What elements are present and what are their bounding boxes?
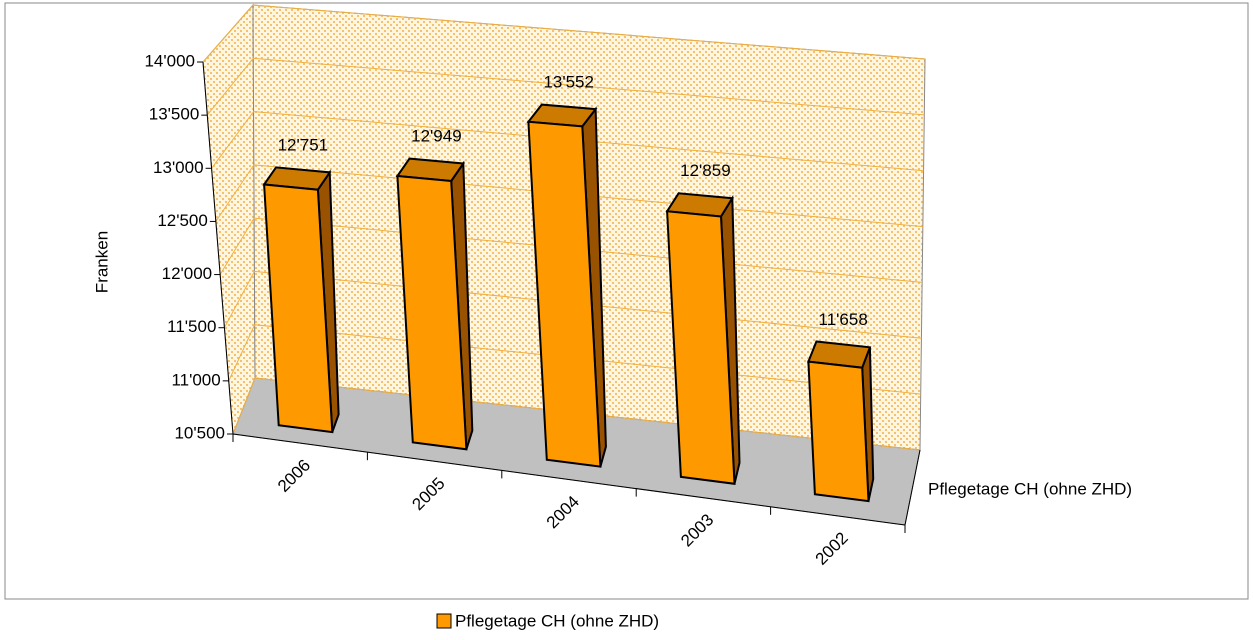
y-tick-label: 10'500 bbox=[174, 423, 225, 442]
depth-axis-label: Pflegetage CH (ohne ZHD) bbox=[928, 479, 1132, 498]
legend-swatch bbox=[436, 613, 452, 629]
x-tick-label: 2003 bbox=[677, 510, 717, 550]
depth-axis bbox=[904, 449, 921, 526]
grid-line bbox=[211, 111, 924, 172]
y-tick-label: 12'500 bbox=[157, 211, 208, 230]
y-tick-label: 13'500 bbox=[149, 105, 200, 124]
bar-front bbox=[527, 120, 602, 468]
grid-line bbox=[206, 57, 925, 116]
x-tick-label: 2006 bbox=[274, 456, 314, 496]
value-label: 11'658 bbox=[819, 310, 868, 329]
bar-front bbox=[666, 210, 736, 485]
y-tick-label: 12'000 bbox=[162, 264, 213, 283]
x-tick-label: 2002 bbox=[812, 528, 852, 568]
y-tick-label: 14'000 bbox=[144, 51, 195, 70]
bar-front bbox=[396, 174, 468, 451]
y-tick-label: 11'500 bbox=[167, 317, 216, 336]
chart-frame bbox=[4, 2, 1249, 600]
value-label: 12'949 bbox=[411, 127, 462, 146]
y-tick-label: 13'000 bbox=[153, 158, 204, 177]
y-axis bbox=[202, 61, 234, 435]
bar bbox=[262, 166, 340, 434]
value-label: 12'859 bbox=[680, 161, 731, 180]
bar bbox=[665, 192, 741, 485]
y-tick-label: 11'000 bbox=[171, 370, 220, 389]
legend-label: Pflegetage CH (ohne ZHD) bbox=[455, 611, 659, 630]
bar bbox=[395, 157, 474, 451]
y-axis-label: Franken bbox=[92, 231, 111, 293]
bar bbox=[526, 103, 607, 468]
value-label: 13'552 bbox=[543, 72, 594, 91]
x-tick-label: 2004 bbox=[543, 492, 583, 532]
bar-front bbox=[807, 360, 870, 503]
plot-area bbox=[197, 3, 926, 533]
bar-front bbox=[263, 183, 334, 434]
bar bbox=[806, 340, 875, 503]
grid-line bbox=[202, 4, 926, 63]
value-label: 12'751 bbox=[278, 135, 329, 154]
x-tick-label: 2005 bbox=[408, 474, 448, 514]
x-axis bbox=[232, 433, 906, 526]
